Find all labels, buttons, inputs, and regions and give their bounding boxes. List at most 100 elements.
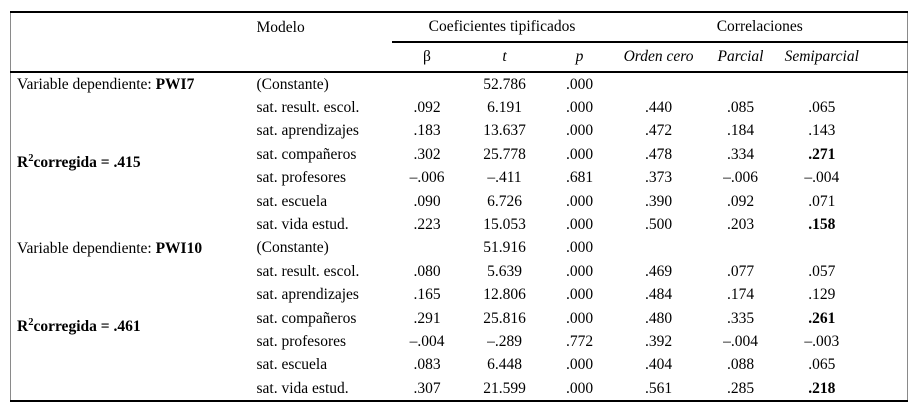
cell-beta: .291 — [413, 309, 441, 327]
cell-orden-cero: .440 — [644, 99, 673, 117]
cell-p: .681 — [565, 169, 594, 187]
cell-orden-cero: .478 — [644, 145, 673, 163]
table-row: sat. vida estud. .307 21.599 .000 .561 .285 .2… — [11, 377, 908, 401]
cell-parcial — [705, 237, 777, 260]
cell-p: .000 — [565, 379, 594, 397]
modelo-header: Modelo — [256, 18, 305, 36]
paper-page: Modelo Coeficientes tipificados Correlac… — [0, 11, 920, 413]
cell-orden-cero: .472 — [644, 122, 673, 140]
table-row: sat. aprendizajes .165 12.806 .000 .484 .174.… — [11, 284, 908, 307]
r-squared-label: R2corregida = .415 — [17, 152, 141, 171]
cell-semiparcial: .143 — [808, 122, 836, 140]
cell-semiparcial: .218 — [808, 379, 836, 397]
parcial-header: Parcial — [704, 42, 777, 73]
cell-semiparcial — [777, 72, 908, 96]
table-row: sat. profesores –.006 –.411 .681 .373 –.006 –.… — [11, 167, 908, 190]
empty-header-cell — [10, 42, 257, 73]
model-term-cell: sat. result. escol. — [256, 262, 360, 280]
cell-orden-cero — [613, 237, 705, 260]
table-row: sat. aprendizajes .183 13.637 .000 .472 .184.… — [11, 120, 908, 143]
cell-p: .000 — [565, 239, 594, 257]
table-row: sat. escuela .083 6.448 .000 .404 .088 .065 — [11, 354, 908, 377]
cell-p: .000 — [565, 309, 594, 327]
model-term-cell: sat. vida estud. — [256, 379, 349, 397]
cell-p: .000 — [565, 192, 594, 210]
model-term-cell: (Constante) — [256, 75, 329, 93]
cell-beta: .223 — [413, 216, 441, 234]
cell-semiparcial: –.003 — [804, 332, 840, 350]
cell-p: .000 — [565, 122, 594, 140]
cell-semiparcial: .261 — [808, 309, 836, 327]
dependent-variable-text: Variable dependiente: — [17, 76, 152, 93]
cell-parcial: .092 — [726, 192, 755, 210]
cell-orden-cero: .404 — [644, 356, 673, 374]
cell-orden-cero — [613, 72, 705, 96]
cell-beta — [392, 72, 463, 96]
cell-parcial — [705, 72, 777, 96]
cell-p: .000 — [565, 286, 594, 304]
p-header: p — [546, 42, 613, 73]
cell-beta: .083 — [413, 356, 441, 374]
cell-t: 21.599 — [483, 379, 526, 397]
cell-parcial: –.004 — [723, 332, 758, 350]
dependent-variable-name: PWI10 — [155, 239, 203, 257]
dependent-variable-cell: Variable dependiente: PWI7 R2corregida = … — [11, 72, 257, 237]
dependent-variable-label: Variable dependiente: PWI10 — [17, 237, 257, 260]
cell-t: 12.806 — [483, 286, 526, 304]
table-row: sat. compañeros .291 25.816 .000 .480 .335 .26… — [11, 307, 908, 330]
cell-t: 13.637 — [483, 122, 526, 140]
regression-table: Modelo Coeficientes tipificados Correlac… — [10, 11, 909, 403]
cell-t: 25.778 — [483, 145, 526, 163]
model-term-cell: sat. aprendizajes — [256, 122, 359, 140]
cell-orden-cero: .392 — [644, 332, 673, 350]
orden-cero-header: Orden cero — [612, 42, 705, 73]
table-row: Variable dependiente: PWI7 R2corregida = … — [11, 72, 908, 171]
cell-parcial: .184 — [726, 122, 755, 140]
table-row: sat. compañeros .302 25.778 .000 .478 .334 .27… — [11, 143, 908, 166]
cell-beta: .092 — [413, 99, 441, 117]
table-row: sat. escuela .090 6.726 .000 .390 .092 .071 — [11, 190, 908, 213]
t-header: t — [462, 42, 547, 73]
cell-semiparcial: –.004 — [804, 169, 840, 187]
cell-semiparcial: .071 — [808, 192, 836, 210]
cell-beta: .080 — [413, 262, 441, 280]
cell-t: 6.191 — [487, 99, 522, 117]
cell-t: –.411 — [487, 169, 522, 187]
cell-semiparcial: .158 — [808, 216, 836, 234]
coeficientes-group-header: Coeficientes tipificados — [391, 12, 613, 43]
cell-beta: .302 — [413, 145, 441, 163]
correlaciones-group-header: Correlaciones — [612, 12, 908, 43]
cell-p: .772 — [565, 332, 594, 350]
cell-beta: –.004 — [409, 332, 445, 350]
model-term-cell: sat. profesores — [256, 169, 347, 187]
r-squared-label: R2corregida = .461 — [17, 316, 141, 335]
dependent-variable-name: PWI7 — [155, 76, 195, 93]
model-term-cell: sat. vida estud. — [256, 216, 349, 234]
cell-parcial: .335 — [726, 309, 755, 327]
cell-beta: –.006 — [409, 169, 445, 187]
cell-beta — [392, 237, 463, 260]
table-row: Variable dependiente: PWI10 R2corregida =… — [11, 237, 908, 334]
cell-t: –.289 — [487, 332, 522, 350]
cell-parcial: –.006 — [723, 169, 758, 187]
cell-parcial: .085 — [726, 99, 755, 117]
table-row: sat. result. escol. .092 6.191 .000 .440 .085… — [11, 96, 908, 119]
cell-orden-cero: .561 — [644, 379, 673, 397]
cell-semiparcial: .065 — [808, 356, 836, 374]
cell-t: 6.448 — [487, 356, 522, 374]
model-term-cell: sat. result. escol. — [256, 99, 360, 117]
cell-orden-cero: .373 — [644, 169, 673, 187]
cell-t: 51.916 — [483, 239, 526, 257]
cell-beta: .183 — [413, 122, 441, 140]
cell-parcial: .174 — [726, 286, 755, 304]
cell-t: 52.786 — [483, 75, 526, 93]
cell-semiparcial — [777, 237, 908, 260]
cell-p: .000 — [565, 216, 594, 234]
cell-beta: .307 — [413, 379, 441, 397]
cell-t: 5.639 — [487, 262, 522, 280]
model-term-cell: sat. aprendizajes — [256, 286, 359, 304]
dependent-variable-label: Variable dependiente: PWI7 — [17, 73, 257, 96]
cell-beta: .165 — [413, 286, 441, 304]
cell-t: 6.726 — [487, 192, 522, 210]
beta-header: β — [391, 42, 463, 73]
